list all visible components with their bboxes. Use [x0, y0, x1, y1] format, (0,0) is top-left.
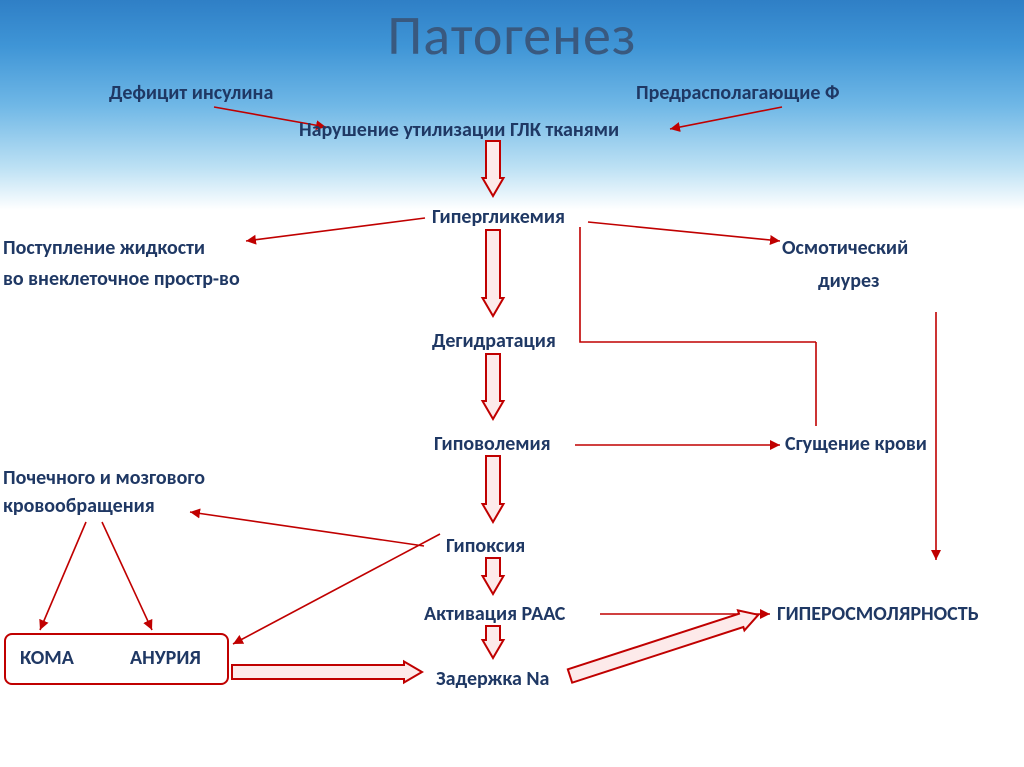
page-title: Патогенез	[0, 2, 1024, 70]
node-fluidin1: Поступление жидкости	[3, 236, 205, 260]
node-osm1: Осмотический	[782, 236, 908, 260]
node-poch1: Почечного и мозгового	[3, 466, 205, 490]
node-narush: Нарушение утилизации ГЛК тканями	[299, 118, 619, 142]
node-hypovol: Гиповолемия	[434, 432, 551, 456]
outcome-box	[4, 633, 229, 685]
node-poch2: кровообращения	[3, 494, 155, 518]
node-predisp: Предрасполагающие Ф	[636, 81, 839, 105]
node-osm2: диурез	[818, 269, 880, 293]
node-raas: Активация РААС	[424, 602, 565, 626]
node-hyperg: Гипергликемия	[432, 205, 565, 229]
node-dehyd: Дегидратация	[432, 329, 556, 353]
node-hypox: Гипоксия	[446, 534, 525, 558]
node-defins: Дефицит инсулина	[109, 81, 273, 105]
node-zaderz: Задержка Na	[436, 667, 549, 691]
node-hyperosm: ГИПЕРОСМОЛЯРНОСТЬ	[777, 602, 979, 626]
node-fluidin2: во внеклеточное простр-во	[3, 267, 240, 291]
node-sgust: Сгущение крови	[785, 432, 927, 456]
